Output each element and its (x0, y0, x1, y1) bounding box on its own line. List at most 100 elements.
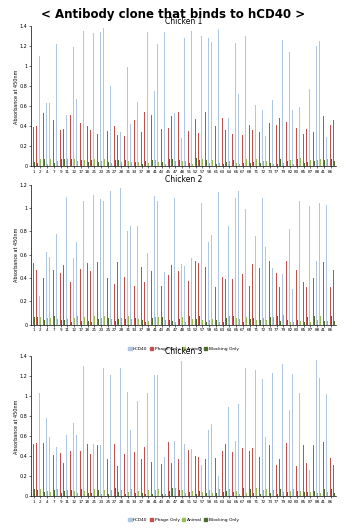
Bar (147, 253, 148, 325)
Bar (73, 258, 74, 325)
Bar (245, 209, 246, 325)
Bar (202, 492, 203, 496)
Bar (105, 318, 106, 325)
Bar (260, 320, 261, 325)
Bar (189, 316, 190, 325)
Bar (178, 459, 179, 496)
Bar (132, 322, 133, 325)
Bar (228, 408, 229, 496)
Bar (292, 110, 293, 166)
Bar (319, 41, 320, 166)
Bar (314, 491, 315, 496)
Bar (302, 45, 303, 166)
Bar (140, 211, 141, 325)
Bar (323, 116, 324, 166)
Bar (199, 492, 200, 496)
Bar (172, 159, 173, 166)
Bar (283, 316, 284, 325)
Bar (100, 445, 101, 496)
Bar (219, 489, 220, 496)
Bar (77, 457, 78, 496)
Bar (83, 201, 84, 325)
Bar (86, 400, 87, 496)
Bar (60, 130, 61, 166)
Bar (78, 493, 79, 496)
Bar (78, 162, 79, 166)
Bar (232, 134, 233, 166)
Bar (221, 237, 222, 325)
Bar (262, 110, 263, 166)
Bar (172, 488, 173, 496)
Bar (215, 458, 216, 496)
Bar (282, 274, 283, 325)
Bar (327, 320, 328, 325)
Bar (41, 162, 42, 166)
Bar (157, 201, 158, 325)
Bar (103, 367, 104, 496)
Bar (317, 320, 318, 325)
Bar (198, 101, 199, 166)
Bar (334, 494, 335, 496)
Bar (111, 319, 112, 325)
Bar (178, 112, 179, 166)
Bar (269, 261, 270, 325)
Bar (121, 490, 122, 496)
Bar (81, 160, 82, 166)
Bar (329, 34, 330, 166)
Bar (140, 111, 141, 166)
Bar (266, 489, 267, 496)
Bar (107, 278, 108, 325)
Bar (100, 32, 101, 166)
Bar (238, 404, 239, 496)
Bar (74, 159, 75, 166)
Bar (334, 159, 335, 166)
Bar (115, 488, 116, 496)
Bar (56, 44, 57, 166)
Bar (53, 455, 54, 496)
Title: Chicken 2: Chicken 2 (165, 175, 202, 184)
Bar (155, 490, 156, 496)
Bar (151, 271, 152, 325)
Bar (326, 205, 327, 325)
Bar (145, 494, 146, 496)
Bar (273, 164, 274, 166)
Bar (169, 320, 170, 325)
Bar (239, 318, 240, 325)
Bar (158, 162, 159, 166)
Bar (243, 163, 244, 166)
Bar (242, 135, 243, 166)
Bar (168, 128, 169, 166)
Bar (97, 134, 98, 166)
Bar (142, 493, 143, 496)
Bar (211, 234, 212, 325)
Bar (49, 257, 50, 325)
Bar (159, 161, 160, 166)
Bar (117, 135, 118, 166)
Bar (330, 319, 331, 325)
Bar (245, 36, 246, 166)
Bar (125, 494, 126, 496)
Bar (309, 89, 310, 166)
Bar (124, 277, 125, 325)
Bar (132, 491, 133, 496)
Bar (316, 360, 317, 496)
Bar (222, 162, 223, 166)
Bar (154, 196, 155, 325)
Bar (262, 198, 263, 325)
Bar (179, 160, 180, 166)
Bar (87, 263, 88, 325)
Legend: hCD40, Phage Only, Animal, Blocking Only: hCD40, Phage Only, Animal, Blocking Only (128, 188, 239, 192)
Bar (252, 71, 253, 166)
Bar (212, 319, 213, 325)
Bar (314, 316, 315, 325)
Bar (147, 32, 148, 166)
Bar (225, 100, 226, 166)
Bar (199, 316, 200, 325)
Bar (256, 158, 257, 166)
Text: < Antibody clone that binds to hCD40 >: < Antibody clone that binds to hCD40 > (41, 8, 305, 21)
Bar (49, 103, 50, 166)
Bar (309, 470, 310, 496)
Legend: hCD40, Phage Only, Animal, Blocking Only: hCD40, Phage Only, Animal, Blocking Only (128, 518, 239, 522)
Bar (199, 160, 200, 166)
Bar (137, 102, 138, 166)
